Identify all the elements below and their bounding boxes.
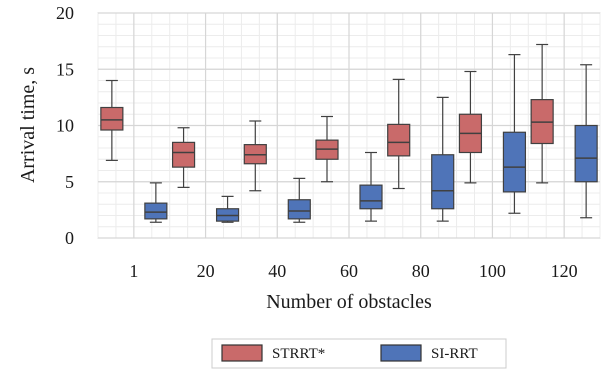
box-iqr xyxy=(431,154,455,210)
x-axis-ticks: 1 20 40 60 80 100 120 xyxy=(129,261,577,281)
box-strrt-100 xyxy=(458,70,483,184)
y-axis-title: Arrival time, s xyxy=(17,67,39,183)
x-tick-label: 40 xyxy=(268,261,286,281)
legend-label-strrt: STRRT* xyxy=(272,346,325,362)
box-sirrt-20 xyxy=(215,195,240,223)
box-strrt-1 xyxy=(100,79,124,161)
x-tick-label: 20 xyxy=(197,261,215,281)
box-iqr xyxy=(100,106,124,131)
x-tick-label: 1 xyxy=(129,261,138,281)
y-tick-label: 15 xyxy=(56,59,74,79)
boxes xyxy=(100,43,598,223)
legend: STRRT* SI-RRT xyxy=(211,338,507,369)
grid xyxy=(97,12,601,239)
legend-label-sirrt: SI-RRT xyxy=(431,346,478,362)
box-sirrt-60 xyxy=(359,151,383,222)
box-sirrt-1 xyxy=(144,182,168,223)
legend-swatch-sirrt xyxy=(380,344,422,362)
y-tick-label: 0 xyxy=(65,228,74,248)
box-iqr xyxy=(144,202,168,220)
y-axis-ticks: 0 5 10 15 20 xyxy=(56,3,74,248)
y-tick-label: 10 xyxy=(56,116,74,136)
x-axis-title: Number of obstacles xyxy=(266,291,432,313)
x-tick-label: 60 xyxy=(340,261,358,281)
x-tick-label: 100 xyxy=(479,261,506,281)
box-iqr xyxy=(387,123,411,157)
box-strrt-40 xyxy=(243,120,267,192)
box-strrt-80 xyxy=(387,78,411,190)
x-tick-label: 120 xyxy=(551,261,578,281)
box-iqr xyxy=(287,199,311,220)
box-sirrt-120 xyxy=(574,64,598,219)
x-tick-label: 80 xyxy=(412,261,430,281)
box-sirrt-100 xyxy=(502,54,527,214)
box-iqr xyxy=(171,141,196,168)
box-strrt-60 xyxy=(315,115,339,183)
box-strrt-20 xyxy=(171,127,196,188)
box-sirrt-80 xyxy=(431,96,455,222)
box-iqr xyxy=(502,131,527,193)
box-iqr xyxy=(574,124,598,183)
y-tick-label: 20 xyxy=(56,3,74,23)
box-iqr xyxy=(359,184,383,210)
legend-swatch-strrt xyxy=(221,344,263,362)
box-strrt-120 xyxy=(530,43,554,184)
plot-area xyxy=(97,12,601,239)
box-sirrt-40 xyxy=(287,177,311,223)
y-tick-label: 5 xyxy=(65,172,74,192)
